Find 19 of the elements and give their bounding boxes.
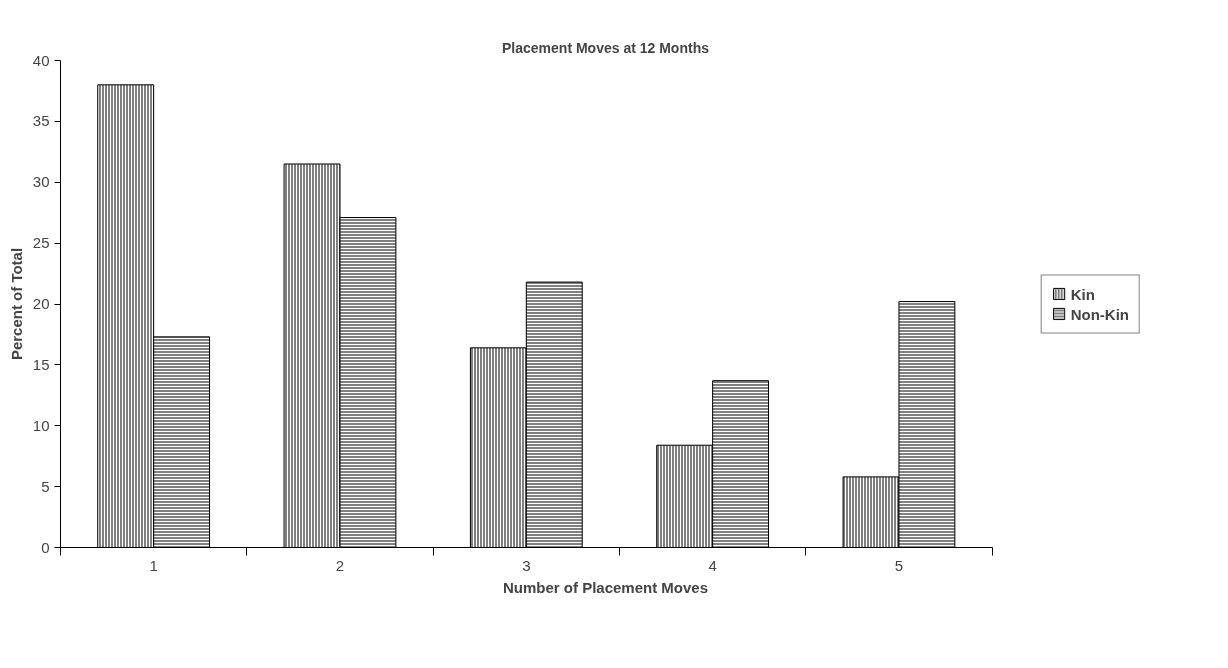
y-tick-label: 15 <box>32 355 50 373</box>
y-tick-label: 35 <box>32 112 50 130</box>
y-tick-label: 25 <box>32 234 50 252</box>
x-tick-label: 1 <box>149 556 158 574</box>
y-tick-label: 10 <box>32 416 50 434</box>
y-tick-label: 40 <box>32 51 50 69</box>
x-tick-label: 4 <box>708 556 717 574</box>
y-tick-label: 5 <box>41 477 50 495</box>
y-tick-label: 20 <box>32 295 50 312</box>
x-axis-title: Number of Placement Moves <box>502 578 709 596</box>
y-tick-label: 0 <box>41 538 50 556</box>
y-axis-title: Percent of Total <box>7 247 25 361</box>
x-tick-label: 3 <box>522 556 531 574</box>
x-tick-label: 5 <box>894 556 904 574</box>
chart-title: Placement Moves at 12 Months <box>502 39 710 56</box>
legend-label: Kin <box>1070 285 1095 302</box>
legend-label: Non-Kin <box>1070 305 1129 322</box>
y-tick-label: 30 <box>32 173 50 191</box>
x-tick-label: 2 <box>335 556 345 574</box>
